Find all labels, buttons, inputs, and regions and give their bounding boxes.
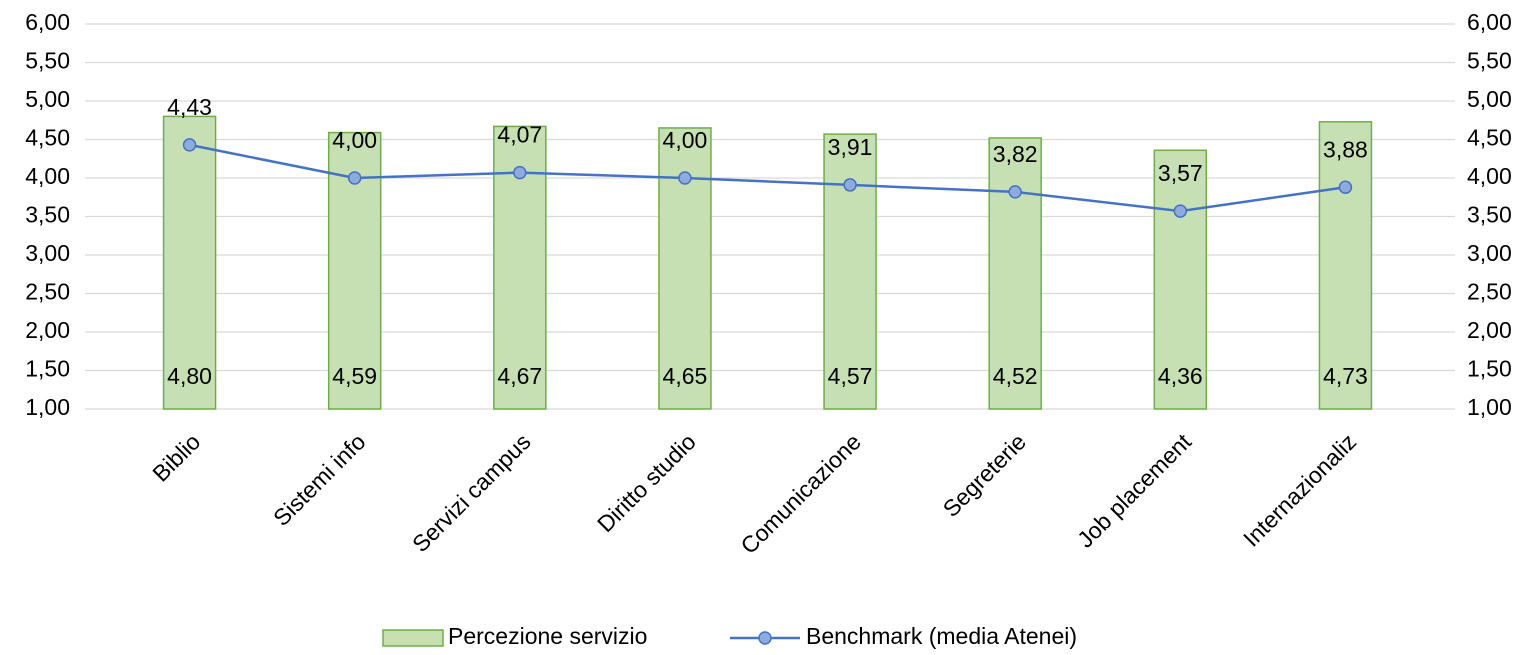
legend-swatch-marker bbox=[758, 631, 772, 645]
x-tick-label: Comunicazione bbox=[735, 428, 865, 558]
y2-tick-label: 5,00 bbox=[1467, 86, 1512, 112]
bar-value-label: 4,52 bbox=[993, 363, 1038, 389]
bar bbox=[162, 115, 217, 410]
y-tick-label: 5,00 bbox=[25, 86, 70, 112]
line-value-label: 4,00 bbox=[332, 127, 377, 153]
y2-tick-label: 6,00 bbox=[1467, 9, 1512, 35]
line-value-label: 4,43 bbox=[167, 94, 212, 120]
bar bbox=[1153, 149, 1208, 410]
bar bbox=[988, 137, 1042, 410]
y2-tick-label: 3,00 bbox=[1467, 240, 1512, 266]
line-value-label: 3,88 bbox=[1323, 136, 1368, 162]
x-tick-label: Diritto studio bbox=[592, 428, 701, 537]
bar bbox=[1318, 121, 1373, 410]
y2-tick-label: 1,50 bbox=[1467, 356, 1512, 382]
y-tick-label: 2,50 bbox=[25, 279, 70, 305]
y-tick-label: 3,50 bbox=[25, 202, 70, 228]
y-tick-label: 4,50 bbox=[25, 125, 70, 151]
y-tick-label: 3,00 bbox=[25, 240, 70, 266]
y-tick-label: 1,00 bbox=[25, 394, 70, 420]
line bbox=[189, 143, 1346, 213]
y-tick-label: 6,00 bbox=[25, 9, 70, 35]
line-marker bbox=[1173, 204, 1188, 218]
y2-tick-label: 4,00 bbox=[1467, 163, 1512, 189]
x-tick-label: Segreterie bbox=[938, 428, 1031, 521]
x-tick-label: Job placement bbox=[1072, 428, 1197, 553]
bar-value-label: 4,67 bbox=[497, 363, 542, 389]
x-tick-label: Internazionaliz bbox=[1238, 428, 1361, 551]
y2-tick-label: 5,50 bbox=[1467, 48, 1512, 74]
legend-label: Percezione servizio bbox=[448, 623, 647, 649]
line-value-label: 3,91 bbox=[828, 134, 873, 160]
line-marker bbox=[182, 138, 197, 152]
y2-tick-label: 3,50 bbox=[1467, 202, 1512, 228]
y2-tick-label: 2,00 bbox=[1467, 317, 1512, 343]
y-tick-label: 2,00 bbox=[25, 317, 70, 343]
x-tick-label: Servizi campus bbox=[407, 428, 536, 557]
line-marker bbox=[1338, 180, 1353, 194]
line-value-label: 3,82 bbox=[993, 141, 1038, 167]
bar-value-label: 4,59 bbox=[332, 363, 377, 389]
line-value-label: 4,00 bbox=[663, 127, 708, 153]
bar-value-label: 4,65 bbox=[663, 363, 708, 389]
bar-value-label: 4,80 bbox=[167, 363, 212, 389]
line-marker bbox=[513, 165, 527, 180]
y2-tick-label: 2,50 bbox=[1467, 279, 1512, 305]
x-tick-label: Sistemi info bbox=[268, 428, 370, 530]
y-tick-label: 4,00 bbox=[25, 163, 70, 189]
bar-value-label: 4,57 bbox=[828, 363, 873, 389]
bar-value-label: 4,73 bbox=[1323, 363, 1368, 389]
x-tick-label: Biblio bbox=[147, 428, 205, 486]
line-marker bbox=[678, 171, 692, 185]
legend-label: Benchmark (media Atenei) bbox=[806, 623, 1077, 649]
y2-tick-label: 1,00 bbox=[1467, 394, 1512, 420]
line-marker bbox=[347, 171, 362, 185]
line-marker bbox=[843, 178, 857, 192]
line-value-label: 4,07 bbox=[497, 122, 542, 148]
line-marker bbox=[1008, 185, 1022, 199]
bar-value-label: 4,36 bbox=[1158, 363, 1203, 389]
y-tick-label: 5,50 bbox=[25, 48, 70, 74]
legend-swatch bbox=[382, 629, 444, 647]
line-value-label: 3,57 bbox=[1158, 160, 1203, 186]
y-tick-label: 1,50 bbox=[25, 356, 70, 382]
y2-tick-label: 4,50 bbox=[1467, 125, 1512, 151]
